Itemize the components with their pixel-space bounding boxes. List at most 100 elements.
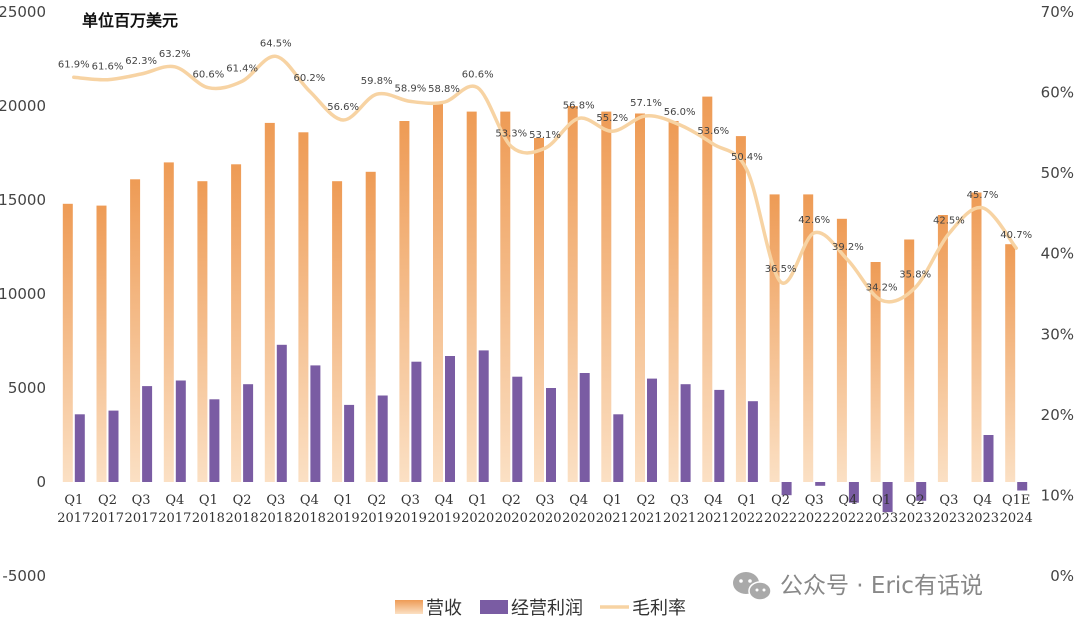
operating-profit-bar bbox=[983, 435, 994, 482]
legend-margin-label: 毛利率 bbox=[632, 598, 686, 619]
x-tick-quarter: Q1 bbox=[737, 493, 756, 508]
x-tick-year: 2021 bbox=[663, 511, 696, 526]
revenue-bar bbox=[231, 164, 242, 483]
x-tick-year: 2017 bbox=[57, 511, 90, 526]
x-tick-quarter: Q2 bbox=[502, 493, 521, 508]
operating-profit-bar bbox=[175, 380, 186, 482]
revenue-bar bbox=[836, 218, 847, 483]
revenue-bar bbox=[96, 205, 107, 482]
revenue-bar bbox=[904, 239, 915, 482]
x-tick-year: 2018 bbox=[259, 511, 292, 526]
left-axis-tick: -5000 bbox=[2, 567, 46, 585]
chart-title: 单位百万美元 bbox=[82, 11, 178, 30]
x-tick-quarter: Q1 bbox=[468, 493, 487, 508]
operating-profit-bar bbox=[613, 414, 624, 482]
left-axis-tick: 15000 bbox=[0, 191, 46, 209]
left-axis-tick: 10000 bbox=[0, 285, 46, 303]
x-tick-year: 2018 bbox=[226, 511, 259, 526]
watermark-text: 公众号 · Eric有话说 bbox=[780, 573, 983, 599]
wechat-icon bbox=[733, 572, 772, 601]
revenue-bar bbox=[534, 138, 544, 482]
x-tick-quarter: Q1 bbox=[872, 493, 891, 508]
operating-profit-bar bbox=[916, 482, 927, 501]
legend-revenue-label: 营收 bbox=[426, 598, 462, 619]
x-tick-quarter: Q2 bbox=[98, 493, 117, 508]
right-axis-ticks: 0% 10% 20% 30% 40% 50% 60% 70% bbox=[1041, 3, 1074, 585]
revenue-bar bbox=[433, 102, 443, 482]
gross-margin-label: 61.6% bbox=[92, 62, 124, 73]
legend-item-margin: 毛利率 bbox=[600, 598, 686, 619]
revenue-bar bbox=[500, 111, 511, 482]
x-tick-year: 2018 bbox=[293, 511, 326, 526]
right-axis-tick: 40% bbox=[1041, 245, 1074, 263]
x-tick-year: 2024 bbox=[1000, 511, 1033, 526]
revenue-bar bbox=[298, 132, 309, 483]
operating-profit-bar bbox=[512, 376, 523, 482]
revenue-bar bbox=[702, 96, 713, 482]
revenue-bar bbox=[197, 181, 208, 482]
x-tick-year: 2017 bbox=[158, 511, 191, 526]
operating-profit-bar bbox=[142, 386, 153, 482]
x-tick-quarter: Q4 bbox=[300, 493, 319, 508]
x-tick-year: 2022 bbox=[831, 511, 864, 526]
x-tick-quarter: Q3 bbox=[670, 493, 689, 508]
operating-profit-bar bbox=[747, 401, 758, 482]
x-tick-year: 2023 bbox=[966, 511, 999, 526]
operating-profit-bar bbox=[310, 365, 321, 482]
left-axis-ticks: -5000 0 5000 10000 15000 20000 25000 bbox=[0, 3, 46, 585]
x-tick-quarter: Q2 bbox=[906, 493, 925, 508]
operating-profit-bar bbox=[108, 410, 119, 482]
revenue-bar bbox=[769, 194, 780, 482]
revenue-bar bbox=[163, 162, 174, 482]
operating-profit-bar bbox=[445, 356, 455, 482]
x-tick-year: 2022 bbox=[798, 511, 831, 526]
x-tick-quarter: Q1 bbox=[334, 493, 353, 508]
gross-margin-label: 58.8% bbox=[428, 84, 460, 95]
revenue-bar bbox=[567, 106, 578, 482]
x-tick-year: 2022 bbox=[730, 511, 763, 526]
x-tick-quarter: Q2 bbox=[367, 493, 386, 508]
gross-margin-label: 60.2% bbox=[294, 73, 326, 84]
operating-profit-bar bbox=[344, 404, 355, 482]
x-tick-quarter: Q2 bbox=[637, 493, 656, 508]
x-tick-quarter: Q1 bbox=[199, 493, 218, 508]
operating-profit-bar bbox=[714, 389, 725, 482]
gross-margin-label: 60.6% bbox=[462, 70, 494, 81]
gross-margin-label: 39.2% bbox=[832, 242, 864, 253]
right-axis-tick: 30% bbox=[1041, 325, 1074, 343]
revenue-bar bbox=[264, 122, 275, 483]
operating-profit-bar bbox=[680, 384, 691, 482]
revenue-bar bbox=[601, 111, 612, 482]
gross-margin-label: 53.3% bbox=[495, 129, 527, 140]
operating-profit-bar bbox=[781, 482, 792, 496]
gross-margin-label: 53.6% bbox=[697, 126, 729, 137]
revenue-bar bbox=[735, 136, 746, 482]
x-tick-quarter: Q3 bbox=[939, 493, 958, 508]
revenue-bar bbox=[937, 215, 948, 482]
x-tick-year: 2020 bbox=[528, 511, 561, 526]
x-tick-year: 2023 bbox=[899, 511, 932, 526]
x-tick-year: 2017 bbox=[91, 511, 124, 526]
gross-margin-label: 36.5% bbox=[765, 264, 797, 275]
gross-margin-label: 50.4% bbox=[731, 152, 763, 163]
legend-item-profit: 经营利润 bbox=[480, 598, 583, 619]
x-tick-quarter: Q3 bbox=[805, 493, 824, 508]
revenue-bar bbox=[365, 171, 376, 483]
operating-profit-bar bbox=[243, 384, 254, 482]
x-tick-quarter: Q3 bbox=[536, 493, 555, 508]
legend-revenue-swatch bbox=[395, 600, 423, 614]
gross-margin-label: 56.0% bbox=[664, 107, 696, 118]
gross-margin-label: 61.9% bbox=[58, 59, 90, 70]
gross-margin-label: 61.4% bbox=[226, 63, 258, 74]
gross-margin-label: 35.8% bbox=[899, 270, 931, 281]
legend: 营收 经营利润 毛利率 bbox=[395, 598, 686, 619]
revenue-bar bbox=[635, 113, 645, 482]
operating-profit-bar bbox=[815, 482, 826, 486]
left-axis-tick: 0 bbox=[36, 473, 46, 491]
x-tick-quarter: Q1 bbox=[64, 493, 83, 508]
x-tick-quarter: Q4 bbox=[838, 493, 857, 508]
operating-profit-bar bbox=[579, 373, 590, 482]
operating-profit-bar bbox=[411, 361, 422, 482]
